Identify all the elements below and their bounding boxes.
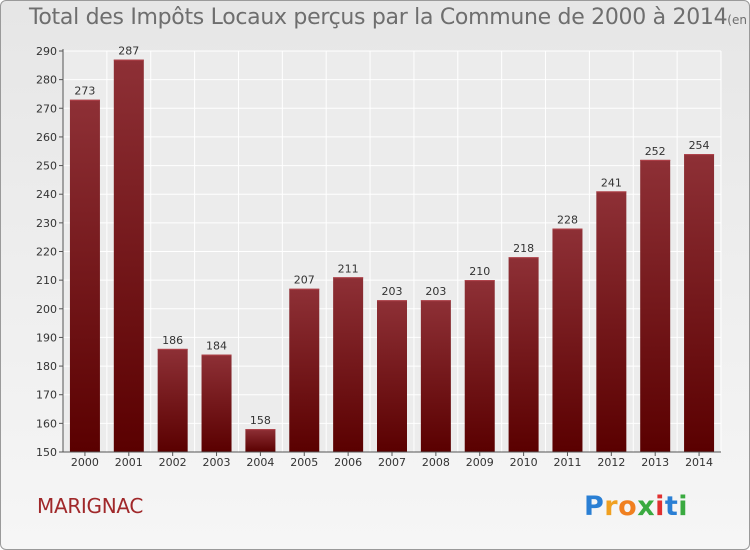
ytick-label-210: 210 [36, 274, 57, 287]
value-label-2006: 211 [338, 262, 359, 275]
value-label-2012: 241 [601, 176, 622, 189]
ytick-label-190: 190 [36, 331, 57, 344]
bar-2010 [508, 257, 539, 452]
value-label-2000: 273 [74, 85, 95, 98]
value-label-2011: 228 [557, 214, 578, 227]
bar-2011 [552, 228, 583, 452]
logo-letter: o [618, 491, 638, 522]
value-label-2009: 210 [469, 265, 490, 278]
bar-2003 [201, 354, 232, 452]
value-label-2010: 218 [513, 242, 534, 255]
bar-2004 [245, 429, 276, 452]
xtick-label-2010: 2010 [510, 456, 538, 469]
ytick-label-260: 260 [36, 131, 57, 144]
title-text: Total des Impôts Locaux perçus par la Co… [29, 5, 728, 30]
bar-2012 [596, 191, 627, 452]
xtick-label-2009: 2009 [466, 456, 494, 469]
logo-letter: i [678, 491, 689, 522]
ytick-label-170: 170 [36, 389, 57, 402]
value-label-2007: 203 [382, 285, 403, 298]
value-label-2013: 252 [645, 145, 666, 158]
xtick-label-2000: 2000 [71, 456, 99, 469]
unit-note: (en milliers d'€) [727, 13, 749, 27]
xtick-label-2011: 2011 [553, 456, 581, 469]
ytick-label-200: 200 [36, 303, 57, 316]
xtick-label-2005: 2005 [290, 456, 318, 469]
ytick-label-230: 230 [36, 217, 57, 230]
xtick-label-2007: 2007 [378, 456, 406, 469]
chart-title: Total des Impôts Locaux perçus par la Co… [29, 5, 749, 30]
bar-2009 [464, 280, 495, 452]
ytick-label-290: 290 [36, 45, 57, 58]
value-label-2008: 203 [425, 285, 446, 298]
ytick-label-240: 240 [36, 188, 57, 201]
logo-letter: i [655, 491, 665, 522]
xtick-label-2003: 2003 [203, 456, 231, 469]
bar-2014 [684, 154, 715, 452]
ytick-label-250: 250 [36, 160, 57, 173]
value-label-2004: 158 [250, 414, 271, 427]
value-label-2001: 287 [118, 45, 139, 58]
value-label-2003: 184 [206, 340, 227, 353]
xtick-label-2001: 2001 [115, 456, 143, 469]
bar-2005 [289, 288, 320, 452]
ytick-label-270: 270 [36, 102, 57, 115]
axes: 150 160 170 180 190 200 210 220 230 240 250 260 270 2… [36, 45, 721, 469]
ytick-label-160: 160 [36, 417, 57, 430]
value-label-2014: 254 [689, 139, 710, 152]
bar-2007 [377, 300, 407, 452]
ytick-label-180: 180 [36, 360, 57, 373]
ytick-label-280: 280 [36, 74, 57, 87]
bar-2001 [113, 59, 144, 452]
ytick-label-220: 220 [36, 246, 57, 259]
xtick-label-2012: 2012 [597, 456, 625, 469]
logo-letter: r [604, 491, 619, 522]
logo-letter: P [584, 491, 605, 522]
proxiti-logo: Proxiti [584, 491, 688, 522]
xtick-label-2008: 2008 [422, 456, 450, 469]
xtick-label-2002: 2002 [159, 456, 187, 469]
xtick-label-2004: 2004 [246, 456, 274, 469]
value-label-2002: 186 [162, 334, 183, 347]
bars: 273 287 186 184 158 207 211 203 203 210 218 228 241 2… [69, 45, 715, 453]
bar-2008 [420, 300, 451, 452]
bar-2000 [69, 99, 100, 452]
xtick-label-2006: 2006 [334, 456, 362, 469]
bar-2002 [157, 348, 188, 452]
xtick-label-2013: 2013 [641, 456, 669, 469]
bar-2013 [640, 159, 671, 453]
bar-2006 [333, 277, 364, 452]
xtick-label-2014: 2014 [685, 456, 713, 469]
ytick-label-150: 150 [36, 446, 57, 459]
commune-name: MARIGNAC [37, 494, 144, 518]
logo-letter: x [637, 491, 656, 522]
value-label-2005: 207 [294, 274, 315, 287]
logo-letter: t [664, 491, 679, 522]
